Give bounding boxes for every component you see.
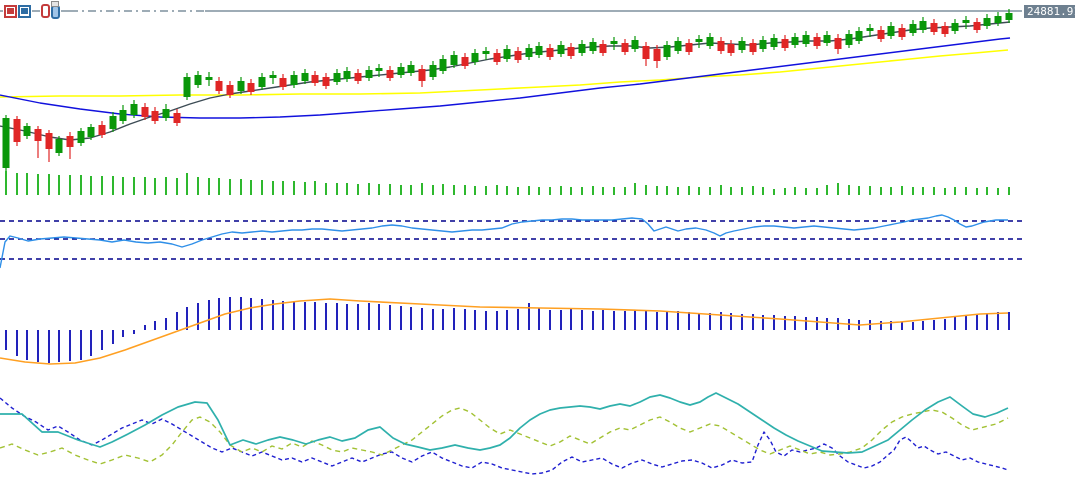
quote-table-icon[interactable] (3, 2, 32, 20)
chart-type-blue-bar (51, 1, 60, 19)
macd-panel (0, 297, 1010, 365)
chart-toolbar (3, 1, 61, 20)
price-panel (0, 9, 1022, 172)
quote-table-blue-pane (18, 4, 31, 18)
stochastic-panel (0, 392, 1009, 475)
last-price-label: 24881.91 (1024, 5, 1075, 18)
quote-table-red-pane (4, 4, 17, 18)
chart-type-icon[interactable] (40, 1, 61, 20)
chart-type-cap (51, 1, 59, 7)
volume-panel (5, 171, 1010, 195)
oscillator-panel (0, 214, 1023, 269)
chart-type-red-bar (41, 4, 50, 18)
